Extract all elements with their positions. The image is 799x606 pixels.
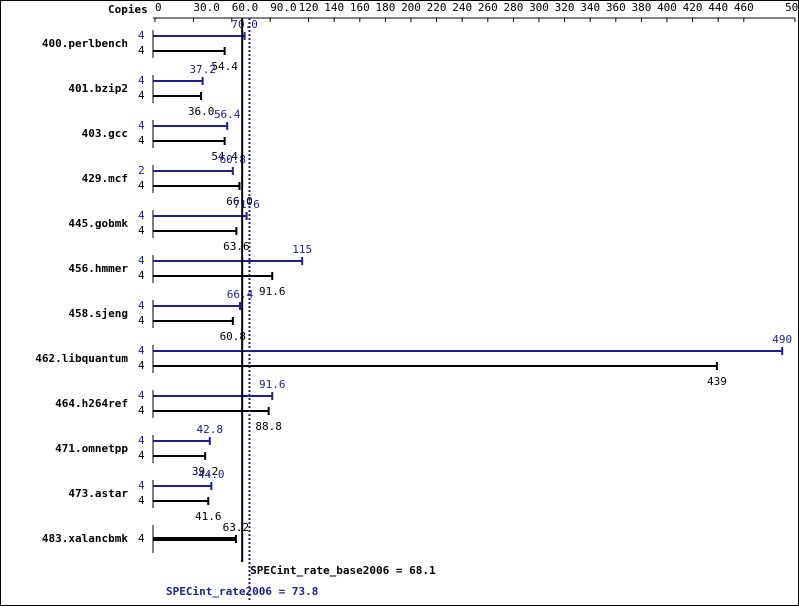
reference-label: SPECint_rate2006 = 73.8 (166, 585, 318, 598)
copies: 4 (138, 299, 145, 312)
x-tick-label: 220 (427, 1, 447, 14)
x-tick-label: 200 (401, 1, 421, 14)
value-label: 91.6 (259, 285, 286, 298)
x-tick-label: 340 (580, 1, 600, 14)
benchmark-label: 471.omnetpp (55, 442, 128, 455)
x-tick-label: 240 (452, 1, 472, 14)
x-tick-label: 140 (324, 1, 344, 14)
value-label: 439 (707, 375, 727, 388)
x-tick-label: 420 (683, 1, 703, 14)
copies: 4 (138, 44, 145, 57)
x-tick-label: 500 (785, 1, 799, 14)
x-tick-label: 440 (708, 1, 728, 14)
value-label: 54.4 (211, 60, 238, 73)
copies: 4 (138, 254, 145, 267)
x-tick-label: 320 (555, 1, 575, 14)
x-tick-label: 360 (606, 1, 626, 14)
x-tick-label: 300 (529, 1, 549, 14)
copies: 4 (138, 179, 145, 192)
x-tick-label: 120 (299, 1, 319, 14)
copies: 4 (138, 449, 145, 462)
copies: 4 (138, 359, 145, 372)
benchmark-label: 445.gobmk (68, 217, 128, 230)
benchmark-label: 429.mcf (82, 172, 128, 185)
value-label: 71.6 (233, 198, 260, 211)
benchmark-label: 483.xalancbmk (42, 532, 128, 545)
copies: 4 (138, 344, 145, 357)
x-tick-label: 0 (155, 1, 162, 14)
x-tick-label: 280 (503, 1, 523, 14)
copies: 4 (138, 89, 145, 102)
value-label: 91.6 (259, 378, 286, 391)
value-label: 70.0 (231, 18, 258, 31)
x-tick-label: 160 (350, 1, 370, 14)
x-tick-label: 90.0 (270, 1, 297, 14)
copies: 4 (138, 209, 145, 222)
copies: 4 (138, 224, 145, 237)
benchmark-label: 458.sjeng (68, 307, 128, 320)
benchmark-label: 456.hmmer (68, 262, 128, 275)
copies: 4 (138, 434, 145, 447)
benchmark-label: 403.gcc (82, 127, 128, 140)
value-label: 56.4 (214, 108, 241, 121)
value-label: 54.4 (211, 150, 238, 163)
copies: 4 (138, 134, 145, 147)
x-tick-label: 260 (478, 1, 498, 14)
benchmark-label: 473.astar (68, 487, 128, 500)
value-label: 60.8 (220, 153, 247, 166)
copies: 2 (138, 164, 145, 177)
value-label: 37.2 (189, 63, 216, 76)
benchmark-label: 401.bzip2 (68, 82, 128, 95)
copies: 4 (138, 29, 145, 42)
copies: 4 (138, 389, 145, 402)
copies: 4 (138, 74, 145, 87)
copies: 4 (138, 532, 145, 545)
benchmark-label: 464.h264ref (55, 397, 128, 410)
value-label: 66.4 (227, 288, 254, 301)
value-label: 63.2 (223, 521, 250, 534)
value-label: 36.0 (188, 105, 215, 118)
copies: 4 (138, 479, 145, 492)
copies: 4 (138, 314, 145, 327)
x-tick-label: 30.0 (193, 1, 220, 14)
value-label: 39.2 (192, 465, 219, 478)
copies: 4 (138, 494, 145, 507)
x-tick-label: 460 (734, 1, 754, 14)
value-label: 41.6 (195, 510, 222, 523)
copies-header: Copies (108, 3, 148, 16)
x-tick-label: 60.0 (232, 1, 258, 14)
copies: 4 (138, 119, 145, 132)
value-label: 44.0 (198, 468, 225, 481)
value-label: 42.8 (197, 423, 224, 436)
value-label: 490 (772, 333, 792, 346)
value-label: 88.8 (255, 420, 282, 433)
copies: 4 (138, 404, 145, 417)
reference-label: SPECint_rate_base2006 = 68.1 (250, 564, 436, 577)
x-tick-label: 380 (631, 1, 651, 14)
value-label: 60.8 (220, 330, 247, 343)
value-label: 66.0 (226, 195, 253, 208)
x-tick-label: 400 (657, 1, 677, 14)
copies: 4 (138, 269, 145, 282)
x-tick-label: 180 (375, 1, 395, 14)
value-label: 63.6 (223, 240, 250, 253)
benchmark-label: 400.perlbench (42, 37, 128, 50)
benchmark-label: 462.libquantum (35, 352, 128, 365)
value-label: 115 (292, 243, 312, 256)
